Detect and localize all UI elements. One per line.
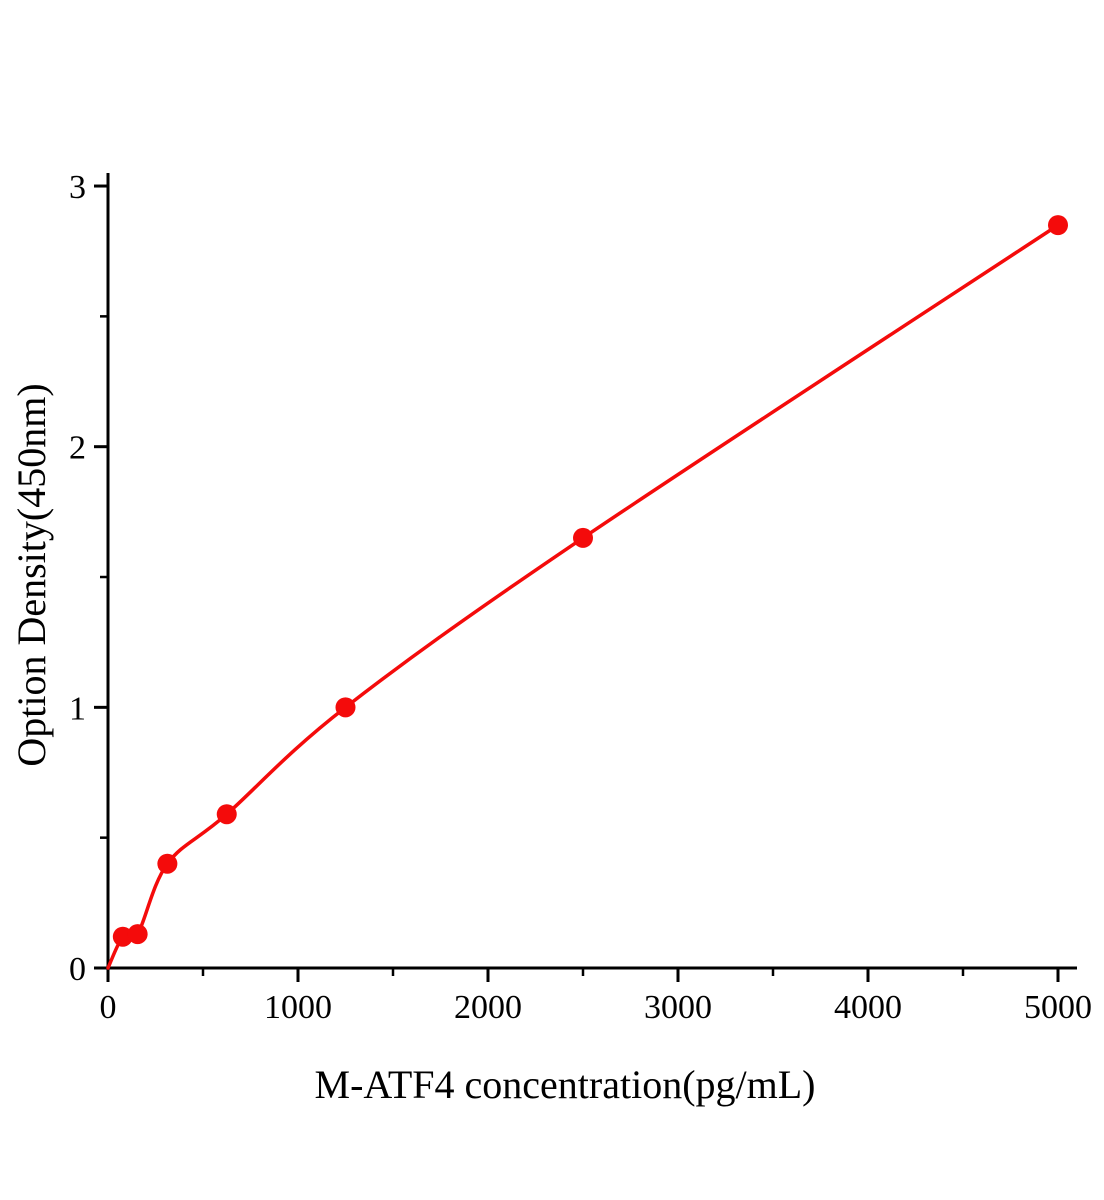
axes xyxy=(106,173,1077,970)
axis-ticks xyxy=(94,184,1060,982)
data-point xyxy=(157,853,178,874)
data-points-group xyxy=(112,215,1068,947)
x-tick-label: 1000 xyxy=(264,989,332,1026)
x-tick-label: 3000 xyxy=(644,989,712,1026)
x-tick-label: 0 xyxy=(100,989,117,1026)
y-axis-title: Option Density(450nm) xyxy=(9,383,54,766)
tick-labels: 0 1000 2000 3000 4000 5000 0 1 2 3 xyxy=(69,169,1092,1026)
x-tick-label: 2000 xyxy=(454,989,522,1026)
y-tick-label: 1 xyxy=(69,690,86,727)
y-tick-label: 3 xyxy=(69,169,86,206)
x-tick-label: 5000 xyxy=(1024,989,1092,1026)
data-point xyxy=(216,804,237,825)
x-tick-label: 4000 xyxy=(834,989,902,1026)
x-axis-title: M-ATF4 concentration(pg/mL) xyxy=(315,1062,816,1107)
data-point xyxy=(127,924,148,945)
data-point xyxy=(112,926,133,947)
data-point xyxy=(335,697,356,718)
y-tick-label: 0 xyxy=(69,951,86,988)
fit-curve-group xyxy=(106,223,1060,970)
data-point xyxy=(573,527,593,548)
fit-curve xyxy=(106,223,1060,970)
y-tick-label: 2 xyxy=(69,430,86,467)
data-point xyxy=(1048,215,1068,236)
